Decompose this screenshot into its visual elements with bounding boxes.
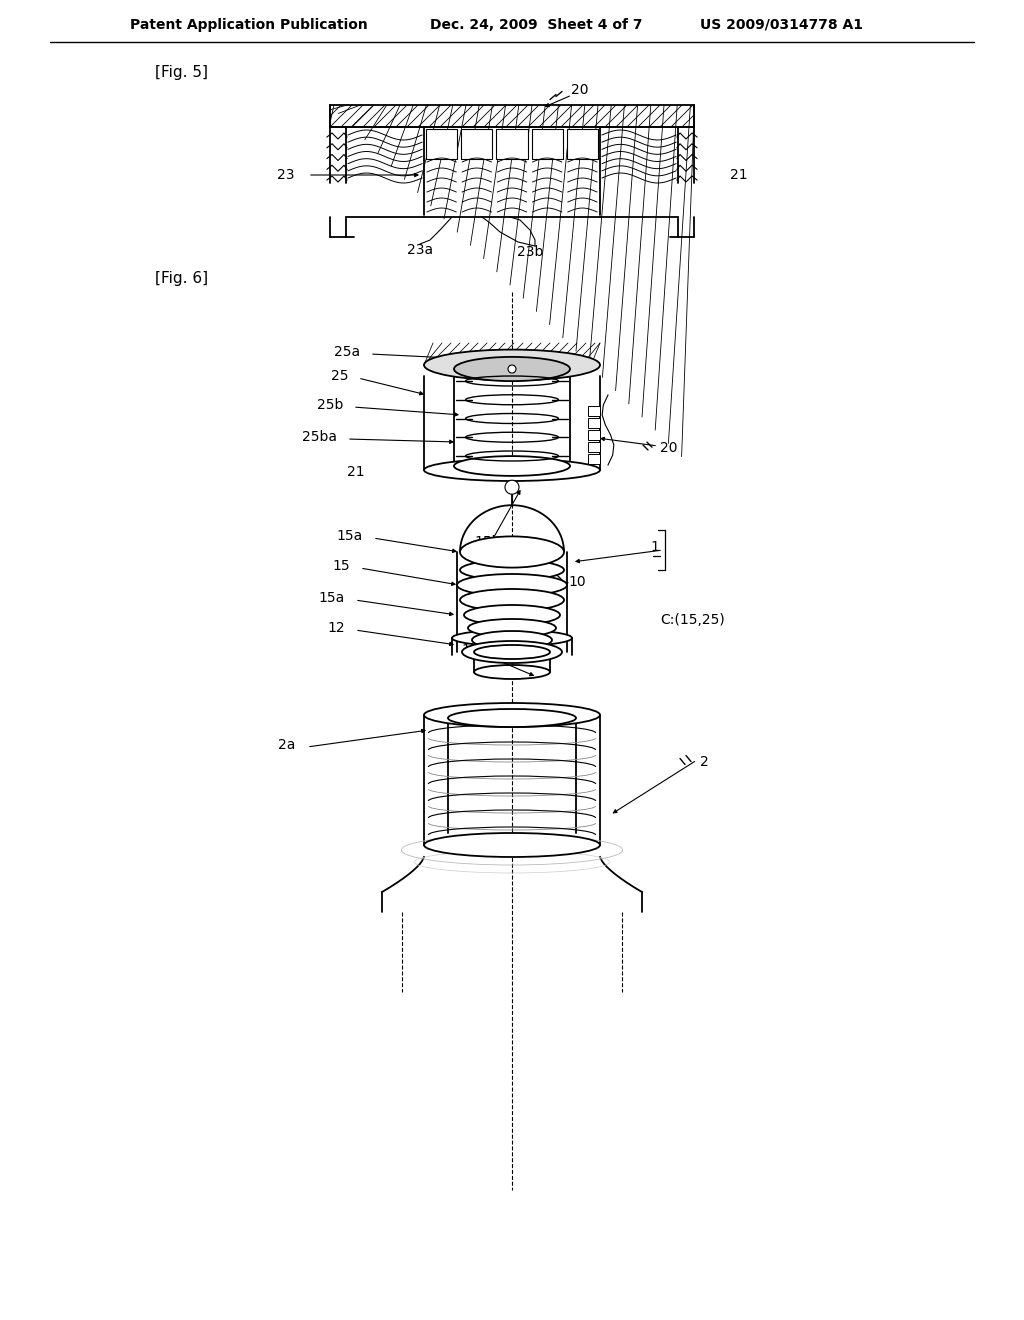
Text: 25: 25 (331, 370, 348, 383)
Text: 21: 21 (347, 465, 365, 479)
Circle shape (505, 480, 519, 494)
Ellipse shape (424, 704, 600, 727)
Text: 25a: 25a (334, 345, 360, 359)
Bar (426, 129, 457, 158)
Text: [Fig. 6]: [Fig. 6] (155, 271, 208, 285)
Ellipse shape (464, 605, 560, 624)
Text: 10: 10 (568, 576, 586, 589)
Ellipse shape (424, 350, 600, 380)
Text: 21: 21 (730, 168, 748, 182)
Bar (531, 129, 563, 158)
Ellipse shape (424, 833, 600, 857)
Ellipse shape (454, 356, 570, 381)
Text: C:(15,25): C:(15,25) (660, 612, 725, 627)
Ellipse shape (462, 642, 562, 663)
Bar (497, 129, 527, 158)
Bar (588, 430, 600, 440)
Bar (330, 106, 694, 127)
Text: 2a: 2a (278, 738, 295, 752)
Ellipse shape (449, 709, 575, 727)
Text: Dec. 24, 2009  Sheet 4 of 7: Dec. 24, 2009 Sheet 4 of 7 (430, 18, 642, 32)
Text: [Fig. 5]: [Fig. 5] (155, 65, 208, 79)
Ellipse shape (472, 631, 552, 649)
Ellipse shape (460, 589, 564, 611)
Ellipse shape (460, 536, 564, 568)
Ellipse shape (452, 630, 572, 645)
Text: US 2009/0314778 A1: US 2009/0314778 A1 (700, 18, 863, 32)
Text: 1: 1 (650, 540, 659, 554)
Ellipse shape (424, 459, 600, 480)
Text: 20: 20 (660, 441, 678, 455)
Text: 15b: 15b (475, 535, 502, 549)
Text: Patent Application Publication: Patent Application Publication (130, 18, 368, 32)
Text: 15a: 15a (318, 591, 345, 605)
Text: 20: 20 (571, 83, 589, 96)
Text: 15: 15 (333, 558, 350, 573)
Ellipse shape (460, 560, 564, 579)
Text: 25b: 25b (316, 399, 343, 412)
Bar (461, 129, 493, 158)
Text: 23a: 23a (407, 243, 433, 257)
Ellipse shape (457, 574, 567, 597)
Bar (588, 442, 600, 451)
Bar (588, 418, 600, 428)
Text: 12: 12 (328, 620, 345, 635)
Ellipse shape (474, 645, 550, 659)
Bar (567, 129, 598, 158)
Text: 2: 2 (700, 755, 709, 770)
Text: 23: 23 (278, 168, 295, 182)
Ellipse shape (474, 665, 550, 678)
Bar (588, 407, 600, 416)
Text: 25ba: 25ba (302, 430, 337, 444)
Text: 23b: 23b (517, 246, 543, 259)
Circle shape (508, 366, 516, 374)
Ellipse shape (454, 457, 570, 477)
Text: 15a: 15a (337, 529, 362, 543)
Bar (588, 454, 600, 465)
Ellipse shape (468, 619, 556, 638)
Text: 11: 11 (461, 643, 479, 657)
